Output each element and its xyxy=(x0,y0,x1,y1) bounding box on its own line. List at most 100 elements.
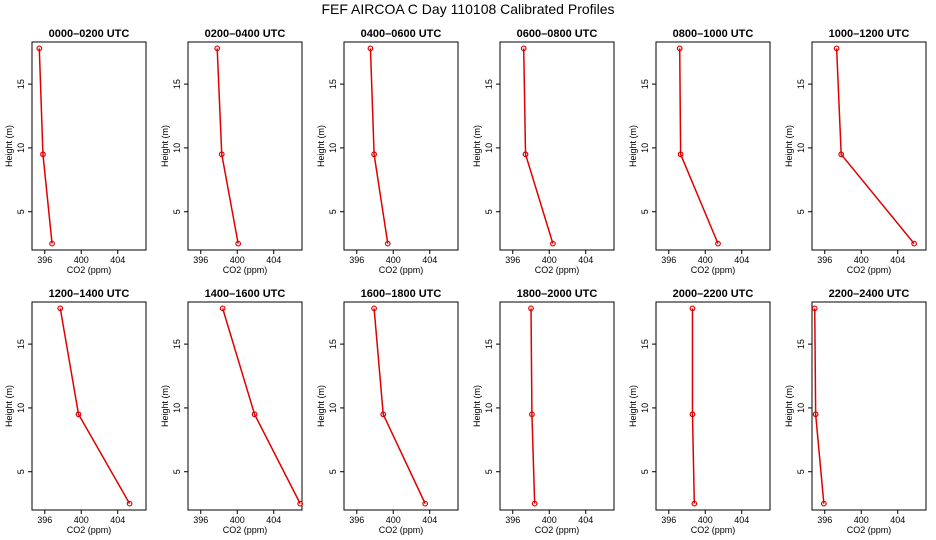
figure-title: FEF AIRCOA C Day 110108 Calibrated Profi… xyxy=(321,1,614,17)
panel-title: 1400–1600 UTC xyxy=(205,288,286,300)
y-tick-label: 5 xyxy=(328,469,338,474)
y-tick-label: 10 xyxy=(16,403,26,413)
y-tick-label: 15 xyxy=(16,339,26,349)
y-tick-label: 5 xyxy=(172,209,182,214)
x-tick-label: 400 xyxy=(74,255,89,265)
x-tick-label: 404 xyxy=(266,255,281,265)
x-tick-label: 404 xyxy=(110,515,125,525)
x-axis-label: CO2 (ppm) xyxy=(379,525,424,535)
plot-frame xyxy=(811,301,927,511)
panel-title: 1800–2000 UTC xyxy=(517,288,598,300)
y-tick-label: 5 xyxy=(16,469,26,474)
y-tick-label: 5 xyxy=(16,209,26,214)
data-point xyxy=(57,305,64,312)
y-tick-label: 5 xyxy=(640,469,650,474)
y-tick-label: 10 xyxy=(172,403,182,413)
y-axis-label: Height (m) xyxy=(628,385,638,427)
y-axis-label: Height (m) xyxy=(472,385,482,427)
x-tick-label: 396 xyxy=(661,515,676,525)
y-tick-label: 5 xyxy=(796,469,806,474)
x-tick-label: 396 xyxy=(37,255,52,265)
data-point xyxy=(715,240,721,247)
data-point xyxy=(838,151,845,158)
y-axis-label: Height (m) xyxy=(472,125,482,167)
data-point xyxy=(75,411,82,418)
panel: 0200–0400 UTC 396 400 404 5 10 15 CO2 (ppm) Heig… xyxy=(160,28,303,275)
panel: 0400–0600 UTC 396 400 404 5 10 15 CO2 (ppm) Heig… xyxy=(316,28,459,275)
y-tick-label: 15 xyxy=(484,79,494,89)
y-tick-label: 10 xyxy=(640,143,650,153)
x-axis-label: CO2 (ppm) xyxy=(223,525,268,535)
plot-frame xyxy=(31,41,147,251)
x-tick-label: 400 xyxy=(698,255,713,265)
x-tick-label: 400 xyxy=(386,255,401,265)
x-axis-label: CO2 (ppm) xyxy=(691,525,736,535)
data-point xyxy=(689,305,696,312)
panel: 1000–1200 UTC 396 400 404 5 10 15 CO2 (ppm) Heig… xyxy=(784,28,927,275)
profile-line xyxy=(813,308,825,504)
x-tick-label: 404 xyxy=(890,255,905,265)
x-tick-label: 396 xyxy=(817,255,832,265)
y-tick-label: 5 xyxy=(796,209,806,214)
x-tick-label: 404 xyxy=(578,255,593,265)
x-tick-label: 396 xyxy=(37,515,52,525)
y-tick-label: 10 xyxy=(16,143,26,153)
y-tick-label: 5 xyxy=(484,209,494,214)
panel: 2200–2400 UTC 396 400 404 5 10 15 CO2 (ppm) Heig… xyxy=(784,288,927,535)
y-axis-label: Height (m) xyxy=(160,385,170,427)
data-point xyxy=(219,305,226,312)
y-tick-label: 15 xyxy=(172,79,182,89)
panel: 0000–0200 UTC 396 400 404 5 10 15 CO2 (ppm) Heig… xyxy=(4,28,147,275)
plot-frame xyxy=(343,41,459,251)
x-axis-label: CO2 (ppm) xyxy=(691,265,736,275)
profile-line xyxy=(38,48,53,244)
x-axis-label: CO2 (ppm) xyxy=(535,265,580,275)
data-point xyxy=(214,45,221,52)
panel: 1400–1600 UTC 396 400 404 5 10 15 CO2 (ppm) Heig… xyxy=(160,288,304,535)
data-point xyxy=(49,240,55,247)
y-tick-label: 15 xyxy=(640,339,650,349)
x-tick-label: 400 xyxy=(854,515,869,525)
x-tick-label: 404 xyxy=(422,255,437,265)
x-axis-label: CO2 (ppm) xyxy=(223,265,268,275)
y-axis-label: Height (m) xyxy=(628,125,638,167)
y-tick-label: 15 xyxy=(484,339,494,349)
y-axis-label: Height (m) xyxy=(4,125,14,167)
x-tick-label: 396 xyxy=(661,255,676,265)
panel: 1800–2000 UTC 396 400 404 5 10 15 CO2 (ppm) Heig… xyxy=(472,288,615,535)
x-tick-label: 400 xyxy=(854,255,869,265)
panel: 2000–2200 UTC 396 400 404 5 10 15 CO2 (ppm) Heig… xyxy=(628,288,771,535)
x-tick-label: 404 xyxy=(266,515,281,525)
data-point xyxy=(676,45,683,52)
data-point xyxy=(520,45,527,52)
x-axis-label: CO2 (ppm) xyxy=(67,525,112,535)
plot-frame xyxy=(343,301,459,511)
x-tick-label: 400 xyxy=(230,515,245,525)
x-axis-label: CO2 (ppm) xyxy=(67,265,112,275)
plot-frame xyxy=(655,301,771,511)
y-tick-label: 15 xyxy=(172,339,182,349)
x-tick-label: 400 xyxy=(542,255,557,265)
data-point xyxy=(251,411,258,418)
panel: 0800–1000 UTC 396 400 404 5 10 15 CO2 (ppm) Heig… xyxy=(628,28,771,275)
data-point xyxy=(811,305,818,312)
panel-title: 0800–1000 UTC xyxy=(673,28,754,40)
panels-grid: 0000–0200 UTC 396 400 404 5 10 15 CO2 (ppm) Heig… xyxy=(4,28,927,535)
plot-frame xyxy=(187,41,303,251)
x-tick-label: 396 xyxy=(505,515,520,525)
y-axis-label: Height (m) xyxy=(160,125,170,167)
y-axis-label: Height (m) xyxy=(4,385,14,427)
y-axis-label: Height (m) xyxy=(316,385,326,427)
y-tick-label: 15 xyxy=(16,79,26,89)
profile-line xyxy=(522,48,554,244)
data-point xyxy=(297,500,304,507)
profile-line xyxy=(369,48,389,244)
data-point xyxy=(384,240,391,247)
data-point xyxy=(812,411,819,418)
data-point xyxy=(549,240,556,247)
x-tick-label: 404 xyxy=(110,255,125,265)
data-point xyxy=(911,240,918,247)
data-point xyxy=(371,151,377,158)
x-tick-label: 404 xyxy=(890,515,905,525)
